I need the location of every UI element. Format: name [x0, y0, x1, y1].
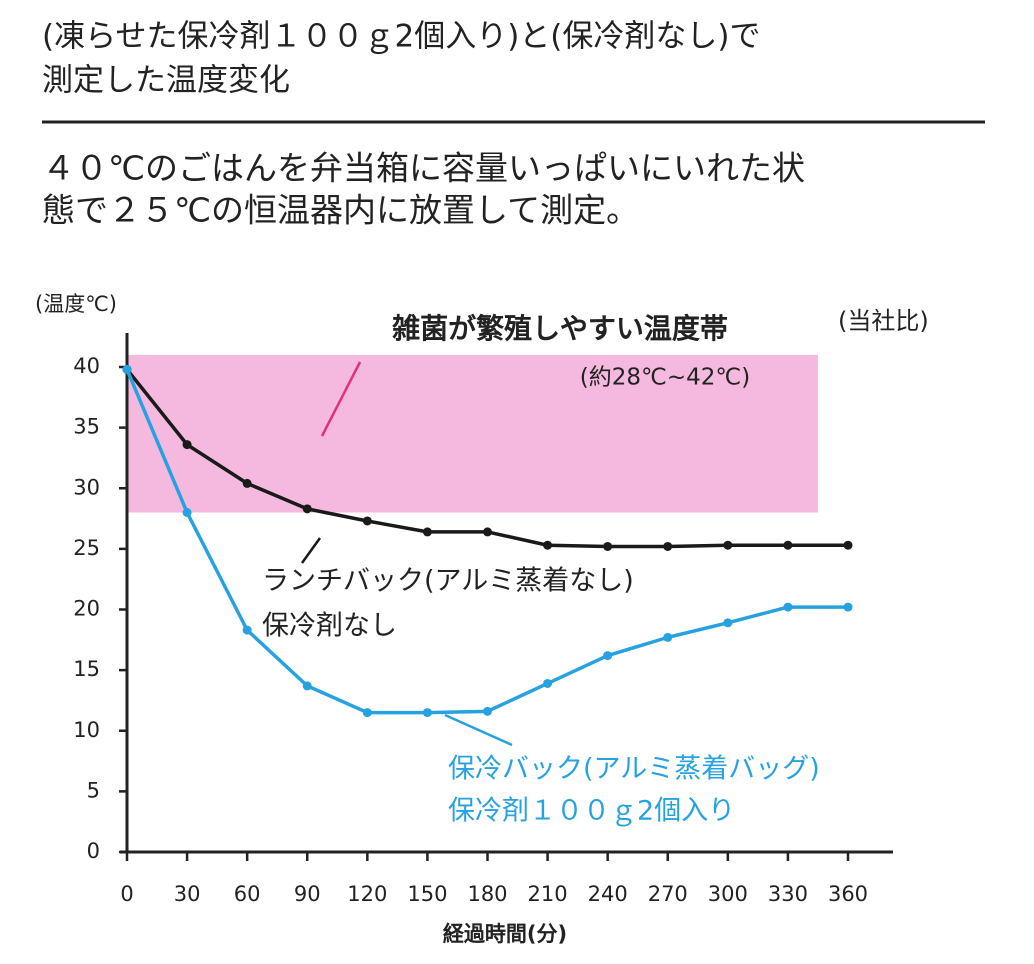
data-point — [422, 708, 432, 718]
y-tick-label: 0 — [87, 839, 100, 863]
data-point — [843, 540, 853, 550]
data-point — [242, 478, 252, 488]
data-point — [663, 632, 673, 642]
data-point — [422, 527, 432, 537]
x-tick-label: 360 — [828, 882, 868, 906]
data-point — [182, 508, 192, 517]
title: 測定した温度変化 — [42, 63, 290, 99]
y-tick-label: 40 — [73, 354, 100, 378]
y-tick-label: 15 — [73, 657, 100, 681]
y-axis-label: (温度℃) — [35, 292, 117, 316]
data-point — [122, 364, 132, 374]
subtitle: ４０℃のごはんを弁当箱に容量いっぱいにいれた状 — [42, 149, 805, 188]
series-note: 保冷剤１００ｇ2個入り — [448, 796, 735, 827]
x-tick-label: 90 — [294, 882, 321, 906]
data-point — [483, 527, 492, 537]
y-tick-label: 25 — [73, 536, 100, 560]
series-name: ランチバック(アルミ蒸着なし) — [262, 566, 634, 597]
x-tick-label: 180 — [467, 882, 507, 906]
x-tick-label: 300 — [708, 882, 748, 906]
data-point — [483, 706, 492, 716]
x-tick-label: 330 — [768, 882, 808, 906]
data-point — [783, 602, 793, 612]
series-note: 保冷剤なし — [262, 611, 397, 642]
data-point — [543, 540, 553, 550]
x-tick-label: 150 — [407, 882, 447, 906]
data-point — [543, 678, 553, 688]
series-name: 保冷バック(アルミ蒸着バッグ) — [448, 754, 820, 785]
data-point — [663, 541, 673, 551]
band-group — [127, 354, 818, 513]
data-point — [723, 540, 733, 550]
x-tick-label: 240 — [588, 882, 628, 906]
y-tick-label: 35 — [73, 415, 100, 439]
title: (凍らせた保冷剤１００ｇ2個入り)と(保冷剤なし)で — [42, 19, 760, 55]
x-axis-label: 経過時間(分) — [443, 922, 567, 946]
data-point — [302, 504, 312, 514]
subtitle: 態で２５℃の恒温器内に放置して測定。 — [42, 191, 639, 230]
x-tick-label: 120 — [347, 882, 387, 906]
source-note: (当社比) — [838, 307, 929, 335]
band-label: 雑菌が繁殖しやすい温度帯 — [391, 312, 728, 345]
data-point — [362, 708, 372, 718]
data-point — [603, 541, 613, 551]
band-leader — [320, 361, 362, 437]
data-point — [182, 440, 192, 450]
x-tick-label: 270 — [648, 882, 688, 906]
data-point — [783, 540, 793, 550]
x-tick-label: 60 — [234, 882, 261, 906]
data-point — [242, 625, 252, 635]
y-tick-label: 30 — [73, 475, 100, 499]
x-tick-label: 210 — [528, 882, 568, 906]
series-leader — [444, 713, 513, 747]
data-point — [302, 681, 312, 691]
data-point — [843, 602, 853, 612]
y-tick-label: 10 — [73, 718, 100, 742]
band — [127, 354, 818, 513]
y-tick-label: 20 — [73, 597, 100, 621]
x-tick-label: 30 — [174, 882, 201, 906]
x-tick-label: 0 — [120, 882, 133, 906]
data-point — [723, 618, 733, 628]
data-point — [603, 651, 613, 661]
y-tick-label: 5 — [87, 778, 100, 802]
series-leader — [300, 537, 322, 564]
band-range-label: (約28℃~42℃) — [580, 365, 750, 391]
data-point — [362, 516, 372, 526]
